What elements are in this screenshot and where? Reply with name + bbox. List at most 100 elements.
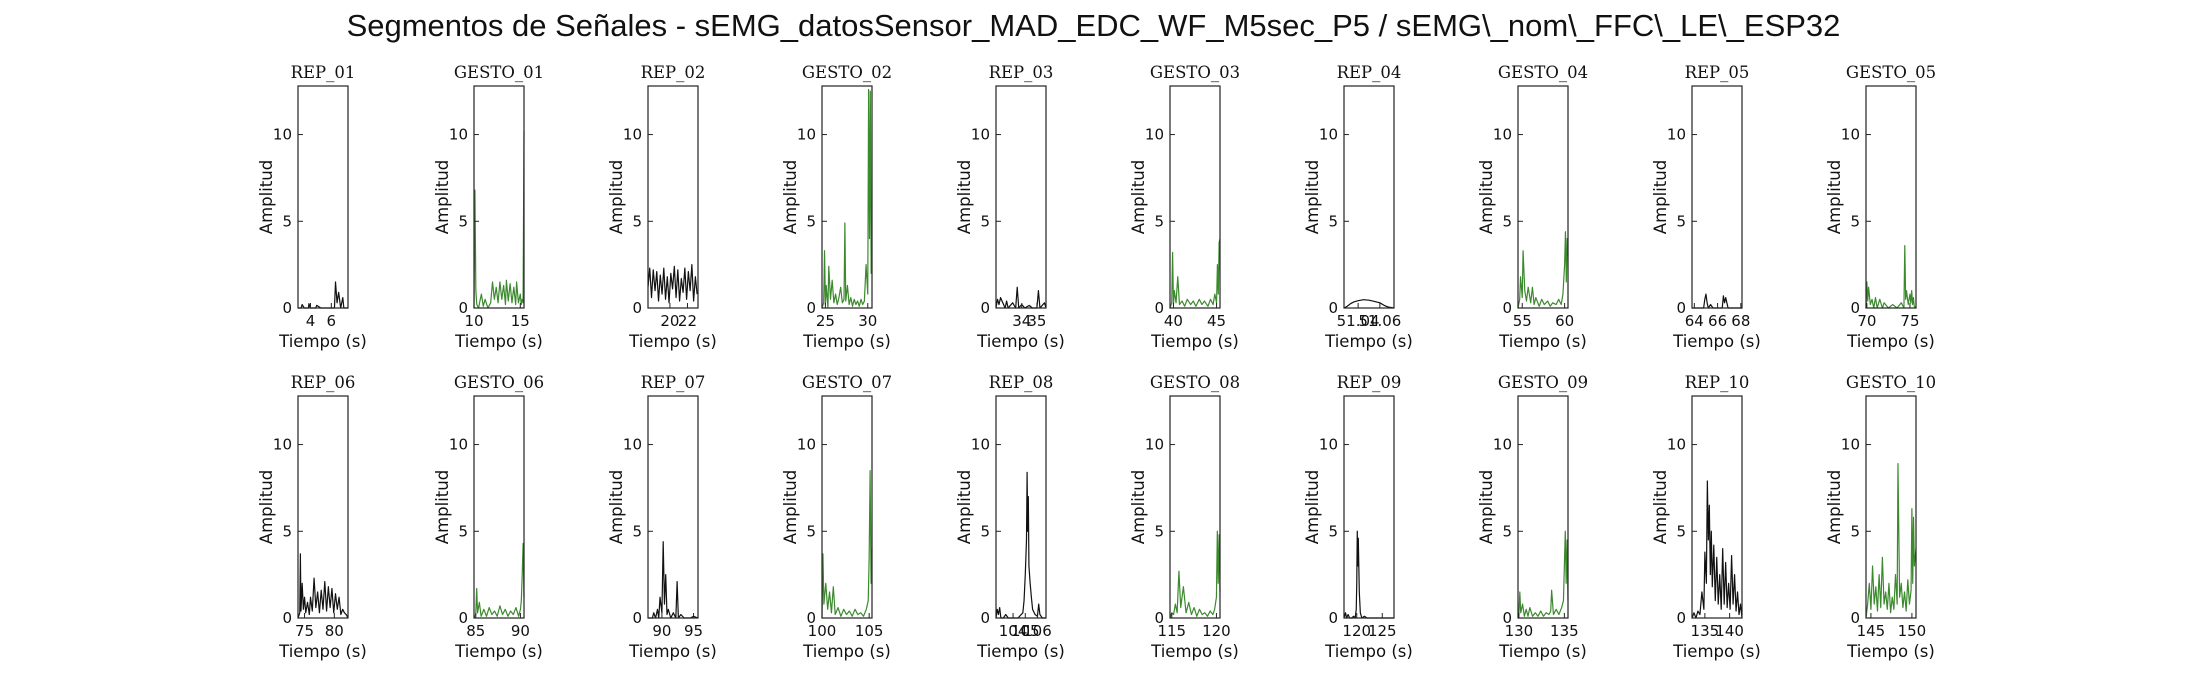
- x-tick-label-rep-02: 22: [678, 312, 697, 330]
- y-tick-label-gesto-02: 10: [797, 126, 816, 144]
- axes-frame-rep-03: [995, 85, 1047, 309]
- panel-title-rep-07: REP_07: [641, 373, 706, 392]
- x-tick-label-gesto-02: 25: [816, 312, 835, 330]
- panel-title-rep-03: REP_03: [989, 63, 1054, 82]
- y-tick-label-rep-09: 0: [1328, 609, 1338, 627]
- axes-frame-gesto-05: [1865, 85, 1917, 309]
- y-tick-label-rep-07: 0: [632, 609, 642, 627]
- y-axis-label-rep-03: Amplitud: [955, 160, 974, 234]
- series-line-rep-01: [298, 281, 348, 309]
- y-tick-label-gesto-08: 10: [1145, 436, 1164, 454]
- panel-title-rep-02: REP_02: [641, 63, 706, 82]
- y-tick-label-rep-06: 10: [273, 436, 292, 454]
- y-tick-label-rep-10: 5: [1676, 522, 1686, 540]
- y-axis-label-rep-02: Amplitud: [607, 160, 626, 234]
- panel-title-rep-04: REP_04: [1337, 63, 1402, 82]
- x-axis-label-rep-02: Tiempo (s): [628, 332, 717, 351]
- axes-frame-rep-05: [1691, 85, 1743, 309]
- x-tick-label-gesto-05: 75: [1900, 312, 1919, 330]
- series-line-rep-07: [648, 541, 699, 619]
- x-tick-label-gesto-08: 115: [1157, 622, 1186, 640]
- series-line-rep-05: [1692, 293, 1742, 309]
- y-tick-label-rep-05: 0: [1676, 299, 1686, 317]
- y-tick-label-gesto-05: 5: [1850, 212, 1860, 230]
- panel-title-gesto-02: GESTO_02: [802, 63, 892, 82]
- y-tick-label-gesto-02: 0: [806, 299, 816, 317]
- x-axis-label-rep-01: Tiempo (s): [278, 332, 367, 351]
- x-tick-label-gesto-08: 120: [1202, 622, 1231, 640]
- x-axis-label-rep-07: Tiempo (s): [628, 642, 717, 661]
- y-tick-label-rep-04: 0: [1328, 299, 1338, 317]
- axes-frame-gesto-10: [1865, 395, 1917, 619]
- y-tick-label-gesto-07: 10: [797, 436, 816, 454]
- x-tick-label-rep-07: 95: [684, 622, 703, 640]
- y-axis-label-rep-08: Amplitud: [955, 470, 974, 544]
- x-axis-label-rep-06: Tiempo (s): [278, 642, 367, 661]
- x-tick-label-gesto-10: 150: [1898, 622, 1927, 640]
- y-tick-label-gesto-08: 0: [1154, 609, 1164, 627]
- y-axis-label-gesto-06: Amplitud: [433, 470, 452, 544]
- y-axis-label-gesto-10: Amplitud: [1825, 470, 1844, 544]
- axes-frame-gesto-08: [1169, 395, 1221, 619]
- y-tick-label-gesto-05: 10: [1841, 126, 1860, 144]
- y-tick-label-rep-08: 0: [980, 609, 990, 627]
- x-axis-label-gesto-09: Tiempo (s): [1498, 642, 1587, 661]
- y-tick-label-rep-02: 0: [632, 299, 642, 317]
- x-axis-label-gesto-07: Tiempo (s): [802, 642, 891, 661]
- series-line-gesto-09: [1517, 530, 1569, 619]
- x-tick-label-rep-06: 75: [295, 622, 314, 640]
- y-tick-label-gesto-08: 5: [1154, 522, 1164, 540]
- x-axis-label-gesto-08: Tiempo (s): [1150, 642, 1239, 661]
- x-tick-label-rep-04: 51.04: [1337, 312, 1380, 330]
- y-tick-label-rep-05: 10: [1667, 126, 1686, 144]
- x-tick-label-rep-02: 20: [660, 312, 679, 330]
- x-tick-label-gesto-07: 100: [808, 622, 837, 640]
- x-axis-label-gesto-03: Tiempo (s): [1150, 332, 1239, 351]
- y-axis-label-rep-06: Amplitud: [257, 470, 276, 544]
- y-tick-label-gesto-04: 5: [1502, 212, 1512, 230]
- y-tick-label-rep-03: 0: [980, 299, 990, 317]
- y-tick-label-gesto-02: 5: [806, 212, 816, 230]
- y-axis-label-gesto-04: Amplitud: [1477, 160, 1496, 234]
- y-tick-label-rep-07: 5: [632, 522, 642, 540]
- y-axis-label-gesto-02: Amplitud: [781, 160, 800, 234]
- panel-title-gesto-03: GESTO_03: [1150, 63, 1240, 82]
- x-tick-label-rep-08: 104: [999, 622, 1028, 640]
- y-tick-label-gesto-01: 5: [458, 212, 468, 230]
- panel-title-gesto-07: GESTO_07: [802, 373, 892, 392]
- x-tick-label-gesto-04: 55: [1513, 312, 1532, 330]
- y-tick-label-rep-08: 10: [971, 436, 990, 454]
- y-tick-label-rep-01: 5: [282, 212, 292, 230]
- x-tick-label-gesto-09: 130: [1505, 622, 1534, 640]
- x-tick-label-rep-03: 35: [1027, 312, 1046, 330]
- y-tick-label-gesto-03: 10: [1145, 126, 1164, 144]
- series-line-gesto-05: [1865, 244, 1917, 309]
- axes-frame-gesto-03: [1169, 85, 1221, 309]
- panel-title-gesto-08: GESTO_08: [1150, 373, 1240, 392]
- y-axis-label-rep-04: Amplitud: [1303, 160, 1322, 234]
- x-tick-label-rep-05: 64: [1685, 312, 1704, 330]
- y-tick-label-gesto-09: 10: [1493, 436, 1512, 454]
- panel-title-rep-05: REP_05: [1685, 63, 1750, 82]
- y-axis-label-gesto-05: Amplitud: [1825, 160, 1844, 234]
- x-tick-label-gesto-06: 85: [466, 622, 485, 640]
- y-tick-label-rep-03: 5: [980, 212, 990, 230]
- series-line-gesto-03: [1169, 238, 1221, 309]
- y-tick-label-rep-05: 5: [1676, 212, 1686, 230]
- x-tick-label-gesto-10: 145: [1857, 622, 1886, 640]
- series-line-rep-08: [995, 471, 1046, 619]
- y-axis-label-rep-07: Amplitud: [607, 470, 626, 544]
- series-line-gesto-02: [821, 88, 873, 309]
- axes-frame-gesto-06: [473, 395, 525, 619]
- series-line-rep-02: [647, 264, 698, 304]
- x-tick-label-rep-05: 66: [1708, 312, 1727, 330]
- panel-title-gesto-10: GESTO_10: [1846, 373, 1936, 392]
- x-tick-label-gesto-06: 90: [511, 622, 530, 640]
- y-axis-label-gesto-07: Amplitud: [781, 470, 800, 544]
- x-axis-label-rep-05: Tiempo (s): [1672, 332, 1761, 351]
- x-tick-label-gesto-03: 45: [1207, 312, 1226, 330]
- y-tick-label-gesto-06: 0: [458, 609, 468, 627]
- x-tick-label-gesto-07: 105: [855, 622, 884, 640]
- y-tick-label-rep-01: 10: [273, 126, 292, 144]
- y-tick-label-gesto-01: 10: [449, 126, 468, 144]
